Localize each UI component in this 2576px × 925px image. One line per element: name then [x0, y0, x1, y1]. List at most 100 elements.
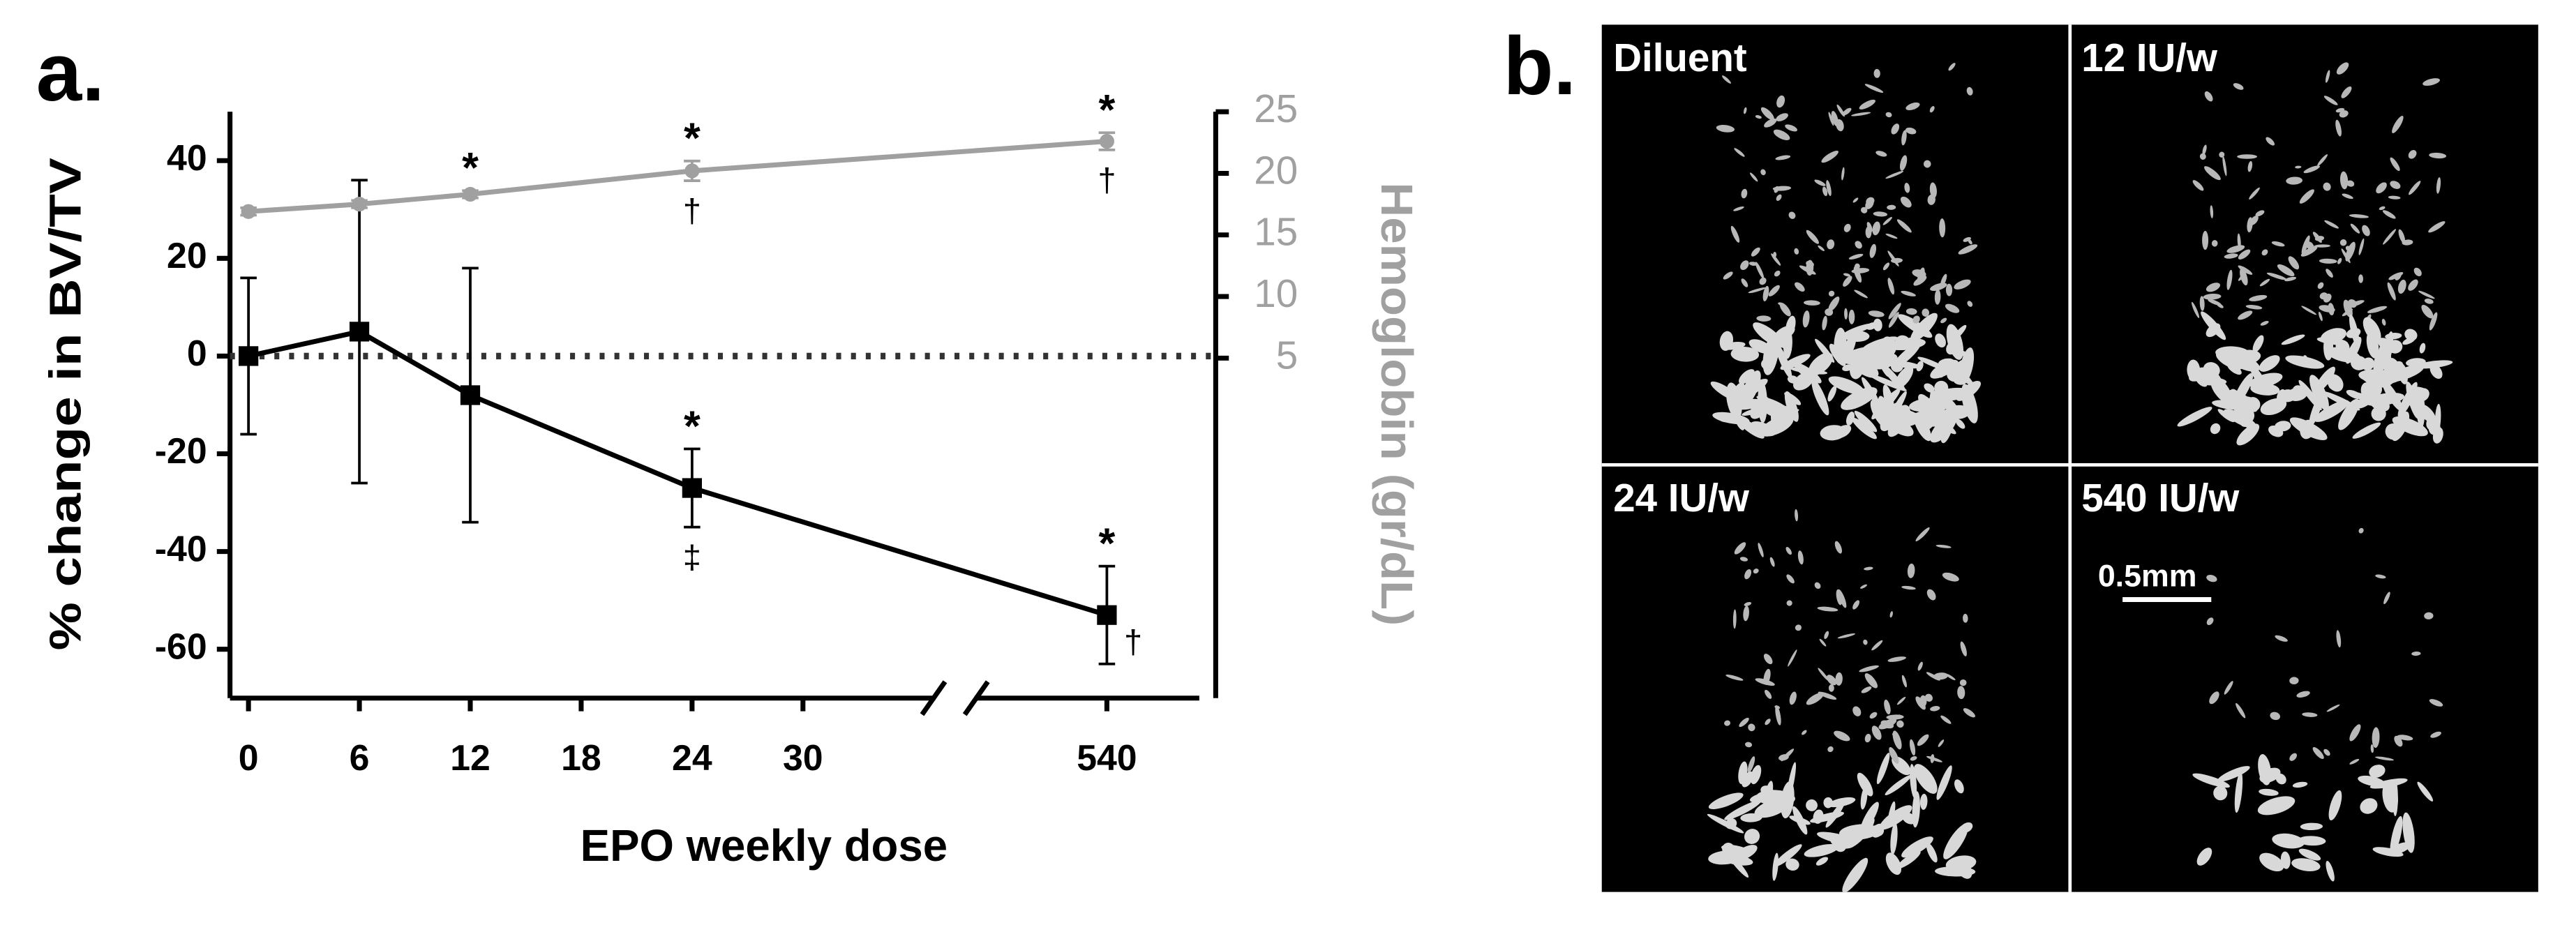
y-tick-label: -40 — [155, 528, 207, 569]
bone-strut — [1795, 509, 1799, 522]
bone-strut — [1864, 566, 1873, 571]
bone-strut — [2262, 375, 2277, 382]
bone-strut — [1822, 186, 1828, 197]
x-tick-label: 24 — [672, 737, 712, 778]
bone-strut — [1776, 194, 1782, 201]
bone-strut — [1741, 278, 1748, 287]
point — [1099, 133, 1115, 149]
bone-strut — [2423, 78, 2440, 86]
bone-strut — [2191, 301, 2200, 318]
bone-strut — [1885, 112, 1892, 118]
bone-strut — [1818, 691, 1837, 700]
bone-strut — [1954, 279, 1971, 289]
bone-strut — [2387, 282, 2396, 301]
bone-strut — [1894, 366, 1914, 389]
bone-strut — [2325, 70, 2330, 83]
bone-strut — [1864, 345, 1893, 357]
bone-strut — [1834, 730, 1850, 742]
bone-strut — [1901, 836, 1933, 858]
y-tick-label: -60 — [155, 626, 207, 666]
bone-strut — [2419, 343, 2426, 354]
bone-strut — [1926, 755, 1942, 762]
bone-strut — [2417, 781, 2434, 802]
bone-strut — [1829, 343, 1846, 366]
bone-strut — [1748, 723, 1755, 732]
bone-strut — [1917, 267, 1925, 285]
bone-strut — [1926, 400, 1946, 430]
bone-strut — [2206, 283, 2221, 292]
bone-strut — [2402, 812, 2415, 853]
significance-mark: * — [684, 402, 701, 449]
bone-strut — [1760, 107, 1774, 121]
bone-strut — [2375, 574, 2386, 579]
bone-strut — [1762, 285, 1769, 301]
bone-strut — [1861, 206, 1868, 213]
bone-strut — [1769, 557, 1775, 567]
bone-strut — [1741, 188, 1748, 199]
bone-strut — [2358, 274, 2364, 283]
bone-strut — [1917, 661, 1923, 671]
y-tick-label: 40 — [167, 137, 207, 178]
bone-strut — [1945, 855, 1977, 872]
bone-strut — [1887, 656, 1906, 662]
bone-strut — [1899, 155, 1908, 171]
bone-strut — [1804, 843, 1839, 857]
bone-strut — [1834, 541, 1843, 554]
bone-strut — [1738, 369, 1755, 384]
bone-strut — [2402, 239, 2413, 246]
bone-strut — [1743, 606, 1749, 622]
bone-strut — [1843, 273, 1850, 277]
bone-strut — [2434, 403, 2441, 435]
bone-strut — [1724, 720, 1730, 726]
y2-axis-title: Hemoglobin (gr/dL) — [1372, 182, 1421, 626]
bone-strut — [2430, 731, 2441, 738]
bone-strut — [2376, 182, 2387, 194]
bone-strut — [2339, 239, 2347, 246]
bone-strut — [2397, 279, 2406, 294]
bone-strut — [2326, 269, 2333, 278]
bone-strut — [2366, 381, 2383, 398]
bone-strut — [1938, 739, 1945, 747]
bone-strut — [1851, 268, 1870, 273]
bone-strut — [1854, 263, 1860, 269]
bone-strut — [1910, 756, 1917, 761]
bone-strut — [1748, 287, 1766, 294]
bone-strut — [2206, 575, 2217, 582]
bone-strut — [2249, 187, 2260, 200]
significance-mark: * — [1098, 520, 1115, 567]
bone-strut — [2210, 205, 2214, 218]
bone-strut — [1739, 557, 1748, 562]
bone-strut — [2373, 345, 2390, 375]
bone-strut — [2271, 241, 2285, 247]
bone-strut — [1763, 654, 1773, 665]
bone-strut — [1748, 262, 1758, 266]
bone-strut — [2323, 749, 2330, 756]
bone-strut — [2275, 421, 2291, 432]
bone-strut — [2326, 704, 2340, 712]
bone-strut — [2206, 617, 2214, 626]
bone-strut — [2370, 744, 2374, 753]
bone-strut — [1806, 260, 1814, 268]
bone-strut — [2211, 240, 2218, 247]
bone-strut — [1873, 68, 1880, 78]
significance-mark: † — [1124, 624, 1142, 661]
bone-strut — [2319, 292, 2328, 300]
bone-strut — [2233, 83, 2244, 90]
bone-strut — [2288, 256, 2300, 270]
bone-strut — [2358, 775, 2386, 787]
bone-strut — [1882, 384, 1894, 414]
bone-strut — [1926, 843, 1938, 863]
y-axis-title: % change in BV/TV — [41, 158, 91, 650]
bone-strut — [1927, 194, 1935, 205]
bone-strut — [1788, 211, 1796, 219]
bone-strut — [1910, 764, 1917, 799]
bone-strut — [1940, 317, 1947, 324]
bone-strut — [1759, 277, 1767, 285]
bone-strut — [1721, 341, 1746, 350]
bone-strut — [2416, 388, 2425, 428]
bone-strut — [1963, 708, 1975, 718]
bone-strut — [2324, 220, 2339, 229]
bone-strut — [1959, 679, 1967, 686]
bone-strut — [1755, 262, 1765, 279]
